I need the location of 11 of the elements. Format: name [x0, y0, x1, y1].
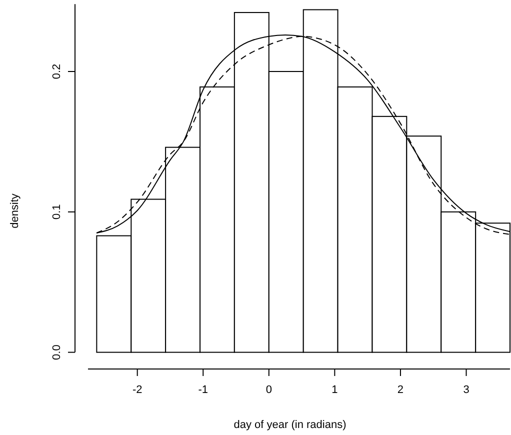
x-tick-label: 0	[266, 384, 272, 396]
y-axis-title: density	[9, 193, 21, 228]
x-tick-label: 2	[397, 384, 404, 396]
y-tick-label: 0.0	[51, 344, 63, 360]
x-tick-label: 1	[332, 384, 338, 396]
x-tick-label: -2	[132, 384, 142, 396]
x-tick-label: -1	[198, 384, 208, 396]
x-axis-title: day of year (in radians)	[234, 419, 346, 431]
x-tick-label: 3	[463, 384, 470, 396]
y-tick-label: 0.1	[51, 204, 63, 220]
y-tick-label: 0.2	[51, 64, 63, 80]
